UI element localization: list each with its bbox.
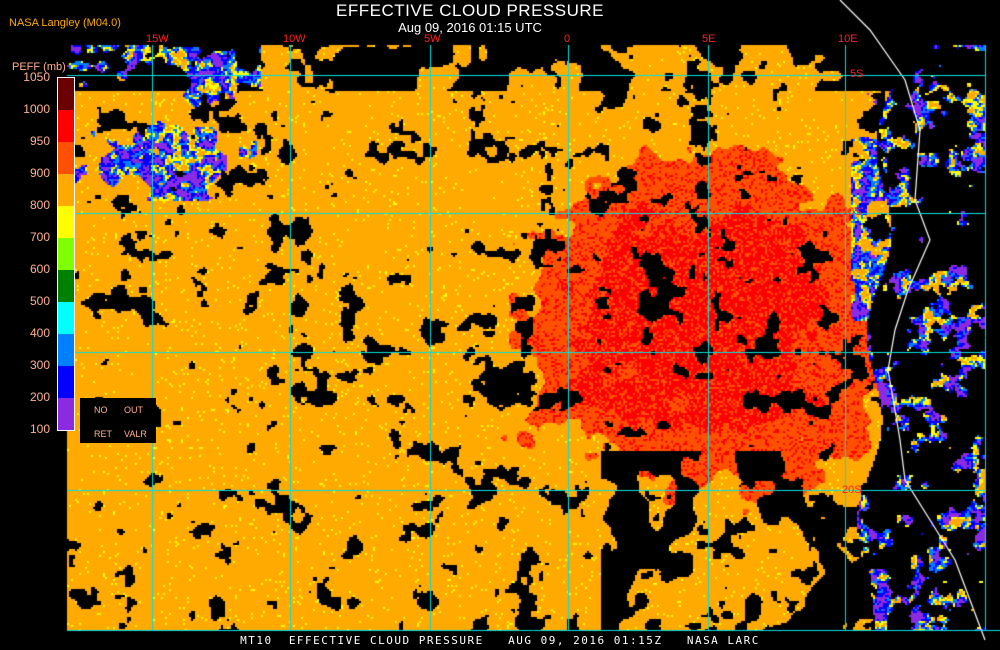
org-label: NASA Langley (M04.0) xyxy=(9,17,121,29)
no-label: NO xyxy=(94,405,108,415)
color-bar-tick: 400 xyxy=(29,326,50,340)
color-bar-segment xyxy=(58,78,74,110)
color-bar-tick: 100 xyxy=(29,422,50,436)
color-bar-tick: 950 xyxy=(29,134,50,148)
lon-label-5w: 5W xyxy=(424,33,441,45)
color-bar-segment xyxy=(58,142,74,174)
color-bar-tick: 600 xyxy=(29,262,50,276)
lon-label-5e: 5E xyxy=(702,33,716,45)
ret-label: RET xyxy=(94,429,112,439)
lon-label-0: 0 xyxy=(564,33,571,45)
color-bar-tick: 200 xyxy=(29,390,50,404)
footer-caption: MT10 EFFECTIVE CLOUD PRESSURE AUG 09, 20… xyxy=(240,634,760,647)
color-bar-segment xyxy=(58,334,74,366)
color-bar-segment xyxy=(58,238,74,270)
color-bar-segment xyxy=(58,206,74,238)
lat-label-20s: 20S xyxy=(842,484,862,496)
color-bar-segment xyxy=(58,174,74,206)
lon-label-15w: 15W xyxy=(146,33,169,45)
color-bar-tick: 700 xyxy=(29,230,50,244)
color-bar-tick: 900 xyxy=(29,166,50,180)
map-title: EFFECTIVE CLOUD PRESSURE xyxy=(336,1,604,20)
color-bar xyxy=(57,77,75,431)
color-bar-segment xyxy=(58,110,74,142)
lon-label-10e: 10E xyxy=(838,33,858,45)
color-bar-tick: 800 xyxy=(29,198,50,212)
legend-unit: PEFF (mb) xyxy=(12,61,66,73)
no-retrieval-legend: NO RET OUT VALR xyxy=(80,398,156,443)
lon-label-10w: 10W xyxy=(283,33,306,45)
color-bar-tick: 1050 xyxy=(23,70,50,84)
color-bar-segment xyxy=(58,270,74,302)
color-bar-tick: 500 xyxy=(29,294,50,308)
map-timestamp: Aug 09, 2016 01:15 UTC xyxy=(398,20,542,35)
color-bar-segment xyxy=(58,366,74,398)
color-bar-segment xyxy=(58,398,74,430)
color-bar-tick: 300 xyxy=(29,358,50,372)
lat-label-10s: 10S xyxy=(842,206,862,218)
lat-label-5s: 5S xyxy=(850,68,864,80)
out-label: OUT xyxy=(124,405,143,415)
color-bar-tick: 1000 xyxy=(23,102,50,116)
valr-label: VALR xyxy=(124,429,147,439)
color-bar-segment xyxy=(58,302,74,334)
